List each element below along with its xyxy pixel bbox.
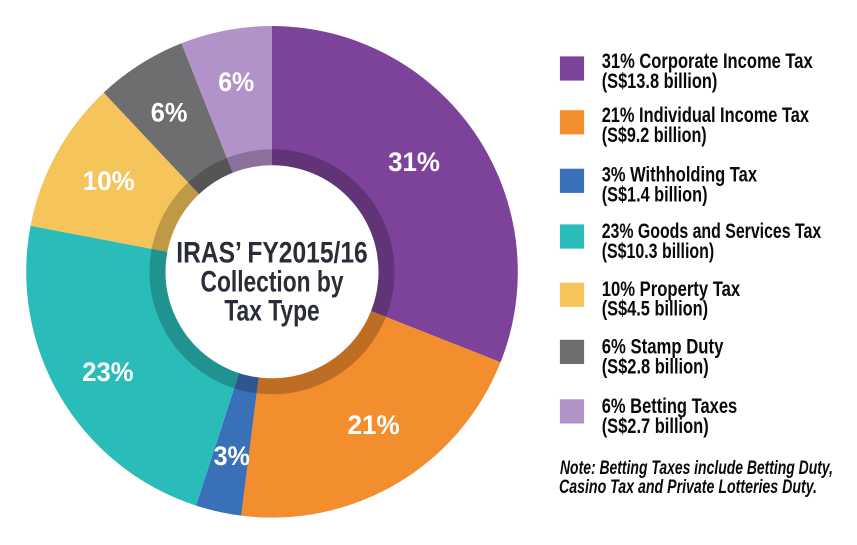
svg-text:21%: 21% <box>348 410 400 440</box>
svg-text:31% Corporate Income Tax: 31% Corporate Income Tax <box>602 50 813 73</box>
svg-text:Tax Type: Tax Type <box>224 294 319 327</box>
svg-text:Note: Betting Taxes include Be: Note: Betting Taxes include Betting Duty… <box>560 457 833 479</box>
svg-text:Collection by: Collection by <box>201 266 344 299</box>
svg-text:3% Withholding Tax: 3% Withholding Tax <box>602 163 758 186</box>
svg-text:(S$2.8 billion): (S$2.8 billion) <box>602 355 709 378</box>
svg-text:(S$2.7 billion): (S$2.7 billion) <box>602 415 709 438</box>
svg-text:(S$9.2 billion): (S$9.2 billion) <box>602 124 707 147</box>
svg-text:(S$13.8 billion): (S$13.8 billion) <box>602 70 718 93</box>
svg-text:(S$1.4 billion): (S$1.4 billion) <box>602 183 708 206</box>
svg-text:(S$4.5 billion): (S$4.5 billion) <box>602 297 708 320</box>
svg-text:10%: 10% <box>83 166 135 196</box>
svg-text:23%: 23% <box>82 357 133 387</box>
svg-text:23% Goods and Services Tax: 23% Goods and Services Tax <box>602 220 822 243</box>
svg-text:Casino Tax and Private Lotteri: Casino Tax and Private Lotteries Duty. <box>559 476 817 498</box>
svg-text:IRAS’ FY2015/16: IRAS’ FY2015/16 <box>176 237 367 270</box>
svg-text:6% Stamp Duty: 6% Stamp Duty <box>602 335 724 358</box>
svg-text:6%: 6% <box>218 67 254 97</box>
svg-text:10% Property Tax: 10% Property Tax <box>602 278 741 301</box>
svg-text:(S$10.3 billion): (S$10.3 billion) <box>602 240 715 263</box>
svg-text:31%: 31% <box>388 147 440 177</box>
svg-text:3%: 3% <box>214 441 250 471</box>
svg-text:21% Individual Income Tax: 21% Individual Income Tax <box>602 104 810 127</box>
svg-text:6%: 6% <box>151 98 188 128</box>
svg-text:6% Betting Taxes: 6% Betting Taxes <box>602 395 738 418</box>
